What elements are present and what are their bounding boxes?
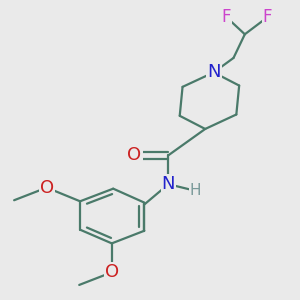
Text: O: O	[105, 263, 119, 281]
Text: N: N	[207, 63, 220, 81]
Text: F: F	[263, 8, 272, 26]
Text: N: N	[162, 175, 175, 193]
Text: O: O	[128, 146, 142, 164]
Text: O: O	[40, 178, 54, 196]
Text: F: F	[222, 8, 231, 26]
Text: H: H	[190, 183, 201, 198]
